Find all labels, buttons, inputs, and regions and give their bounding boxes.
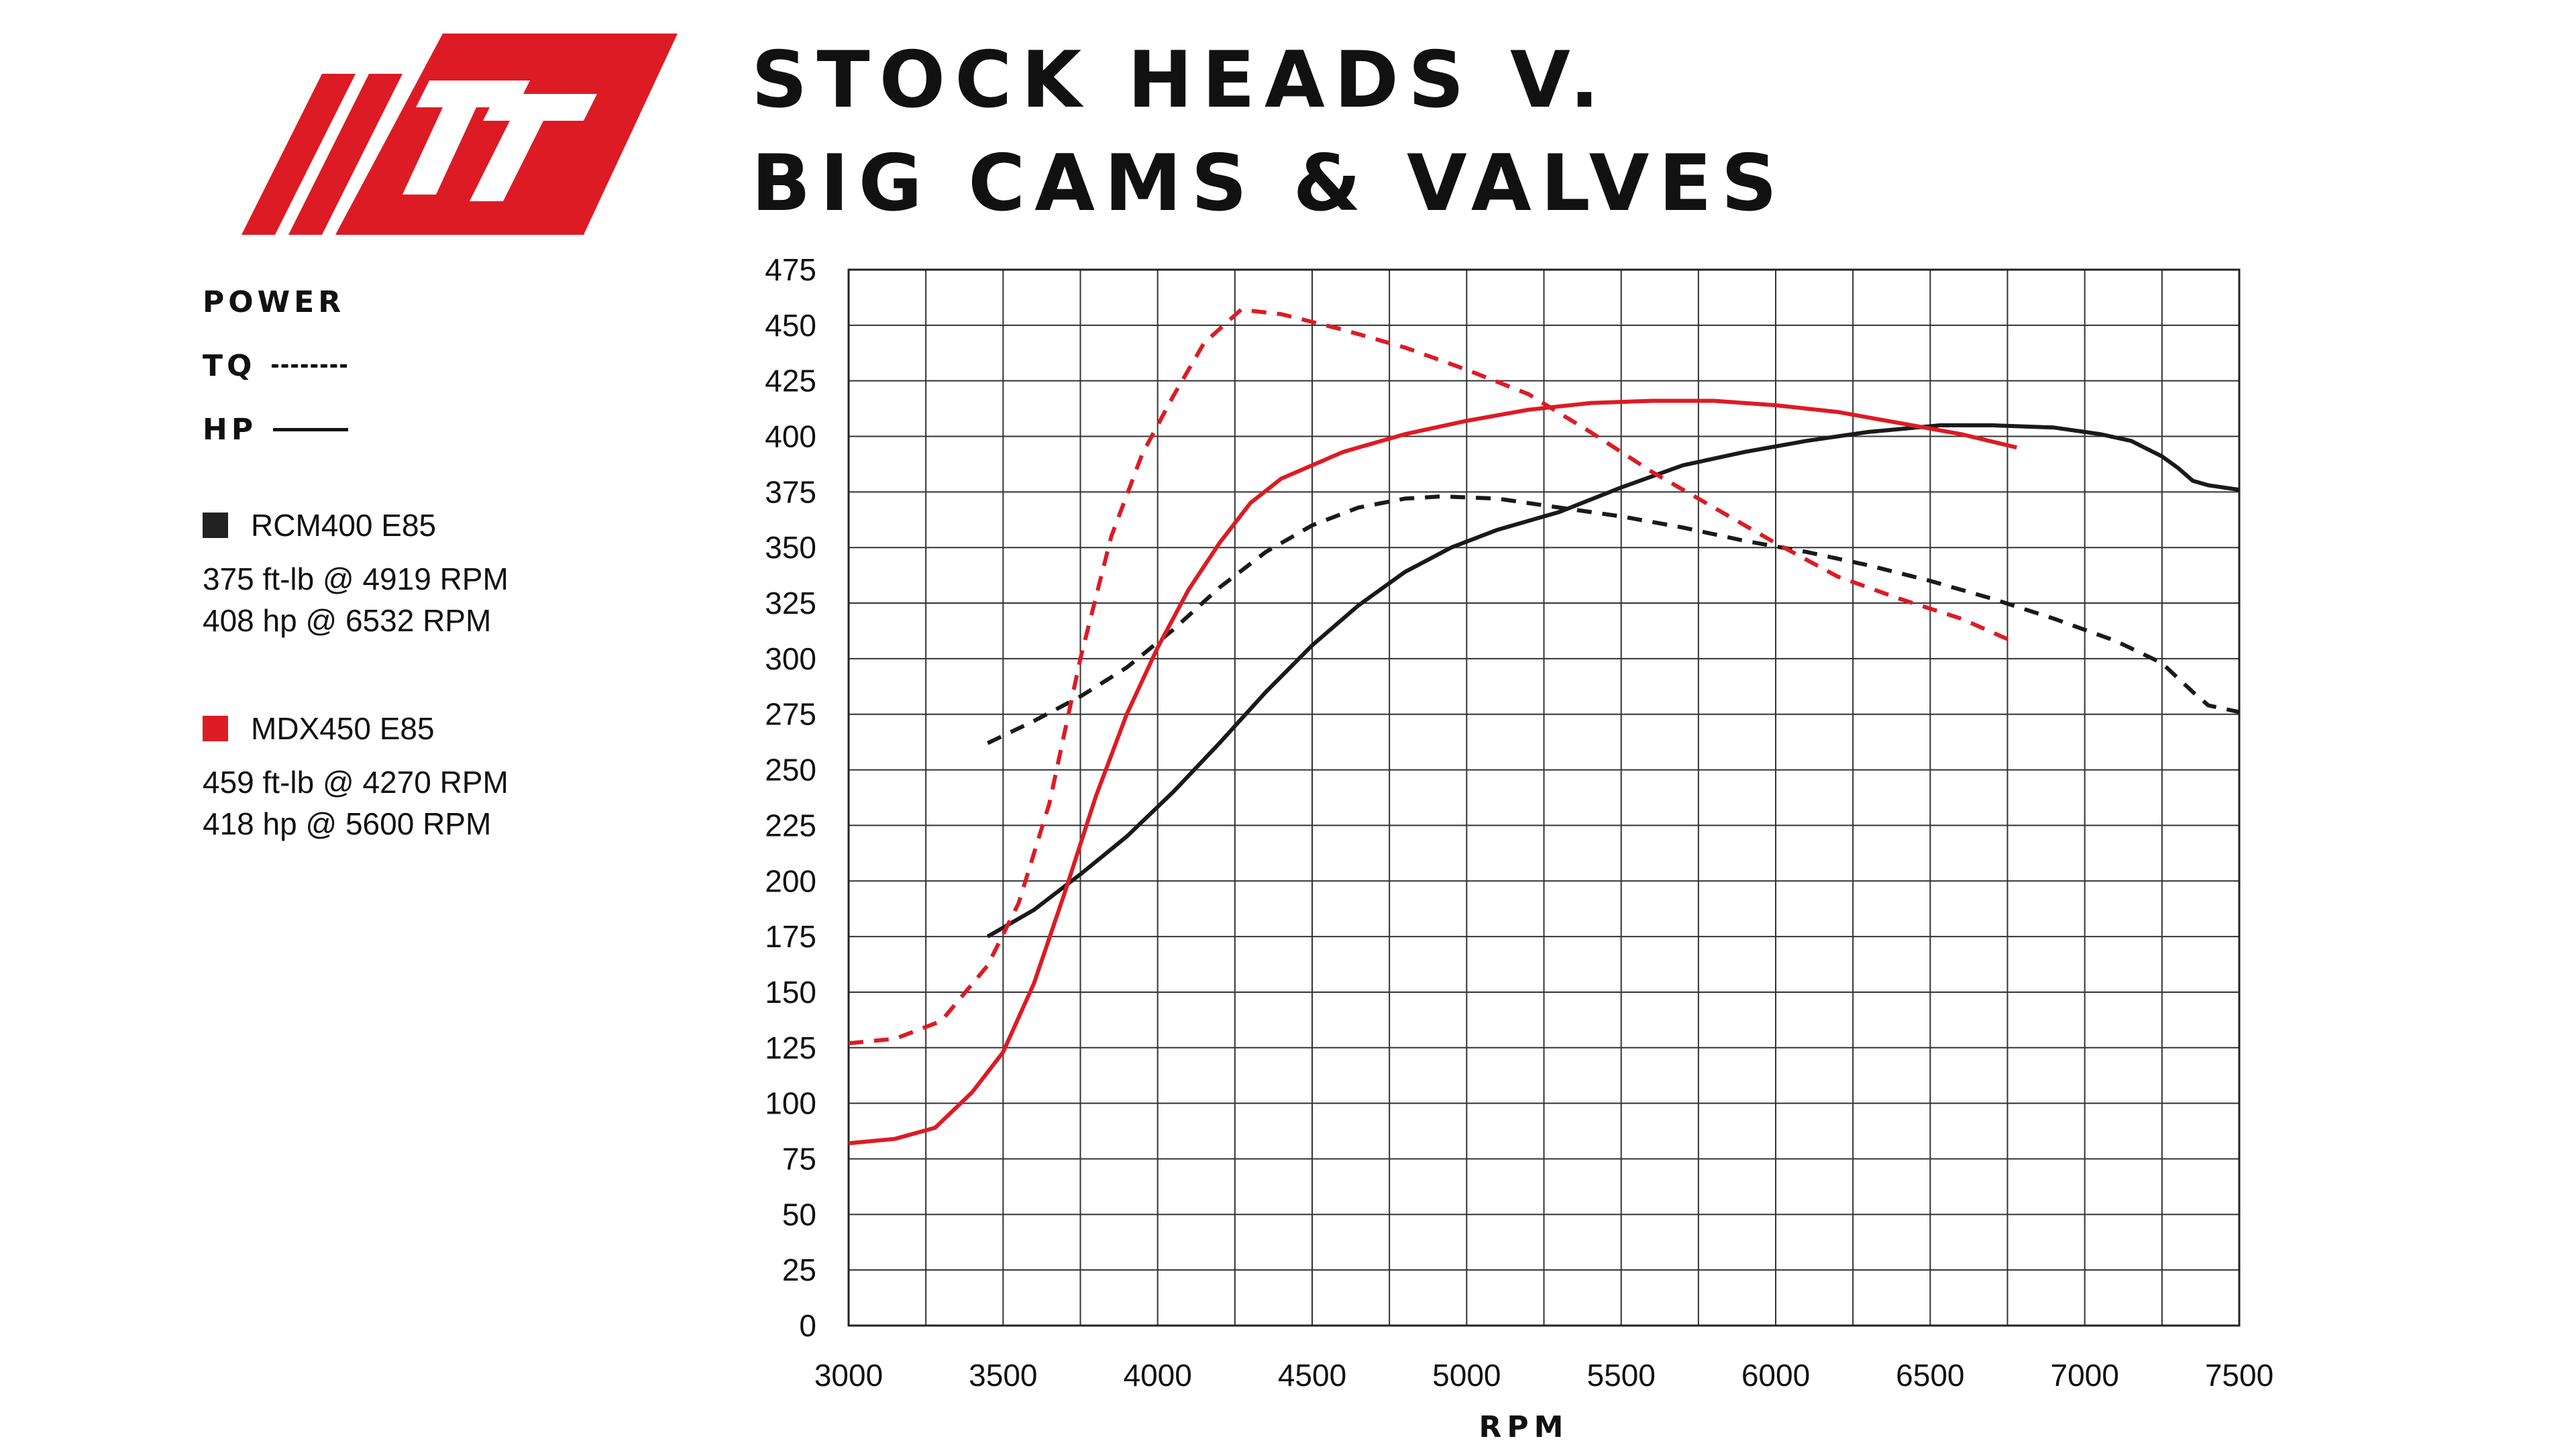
power-label: POWER (203, 285, 345, 319)
legend-power-heading: POWER (203, 285, 345, 319)
y-tick-label: 150 (765, 975, 816, 1010)
x-tick-label: 7000 (2050, 1358, 2118, 1393)
y-tick-label: 175 (765, 919, 816, 954)
series-line-tq-rcm400 (987, 494, 2240, 745)
y-tick-label: 250 (765, 753, 816, 788)
x-tick-label: 5000 (1432, 1358, 1501, 1393)
y-tick-label: 275 (765, 697, 816, 732)
series-name: RCM400 E85 (251, 508, 437, 543)
y-tick-label: 25 (782, 1252, 816, 1287)
y-tick-label: 300 (765, 641, 816, 676)
series-line-hp-rcm400 (986, 423, 2240, 938)
series-name: MDX450 E85 (251, 711, 435, 746)
chart-title-line-2: BIG CAMS & VALVES (751, 138, 1787, 229)
x-tick-label: 5500 (1587, 1358, 1655, 1393)
y-tick-label: 100 (765, 1086, 816, 1121)
y-tick-label: 200 (765, 863, 816, 898)
series-torque-peak: 375 ft-lb @ 4919 RPM (203, 561, 508, 596)
y-tick-label: 0 (799, 1308, 816, 1343)
x-tick-label: 6500 (1896, 1358, 1964, 1393)
legend-hp-key: HP (203, 413, 349, 447)
x-axis-label: RPM (1479, 1410, 1569, 1444)
y-tick-label: 50 (782, 1197, 816, 1232)
tq-label: TQ (203, 349, 256, 383)
series-line-tq-mdx450 (848, 307, 2018, 1046)
series-hp-peak: 408 hp @ 6532 RPM (203, 603, 492, 638)
y-tick-label: 350 (765, 530, 816, 565)
y-tick-label: 450 (765, 308, 816, 343)
x-tick-label: 3500 (969, 1358, 1037, 1393)
y-tick-label: 225 (765, 808, 816, 843)
legend-series-rcm400: RCM400 E85 375 ft-lb @ 4919 RPM 408 hp @… (203, 504, 508, 641)
hp-label: HP (203, 413, 258, 447)
y-tick-label: 400 (765, 419, 816, 454)
x-tick-label: 7500 (2205, 1358, 2273, 1393)
solid-line-swatch (273, 428, 349, 431)
y-tick-label: 125 (765, 1030, 816, 1065)
x-tick-label: 4000 (1123, 1358, 1191, 1393)
y-tick-label: 425 (765, 364, 816, 398)
y-tick-label: 375 (765, 474, 816, 509)
legend-tq-key: TQ (203, 349, 347, 383)
series-line-hp-mdx450 (848, 398, 2018, 1146)
series-hp-peak: 418 hp @ 5600 RPM (203, 806, 492, 841)
y-tick-label: 475 (765, 252, 816, 287)
dashed-line-swatch (272, 364, 347, 368)
logo-letters (402, 80, 597, 201)
x-tick-label: 6000 (1741, 1358, 1810, 1393)
series-torque-peak: 459 ft-lb @ 4270 RPM (203, 765, 508, 800)
series-color-swatch (203, 513, 228, 538)
x-tick-label: 4500 (1278, 1358, 1346, 1393)
series-color-swatch (203, 716, 228, 741)
brand-logo (241, 34, 678, 235)
legend-series-mdx450: MDX450 E85 459 ft-lb @ 4270 RPM 418 hp @… (203, 708, 508, 845)
x-tick-label: 3000 (814, 1358, 883, 1393)
y-tick-label: 325 (765, 586, 816, 621)
chart-title-line-1: STOCK HEADS V. (751, 35, 1609, 125)
plot-frame (847, 268, 2241, 1327)
y-tick-label: 75 (782, 1141, 816, 1176)
